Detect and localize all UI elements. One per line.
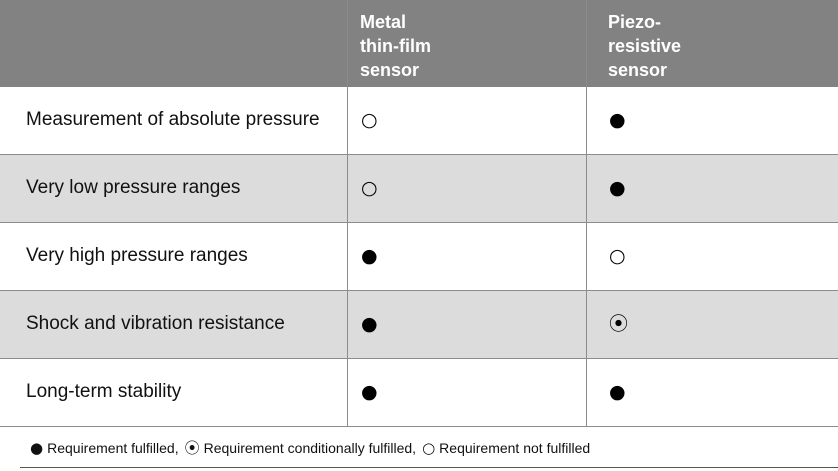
- column-header: Piezo-resistive sensor: [608, 10, 681, 82]
- table-row: Shock and vibration resistance ● ⦿: [0, 291, 838, 359]
- status-symbol: ○: [361, 177, 378, 199]
- legend-label: Requirement conditionally fulfilled,: [203, 440, 417, 456]
- status-symbol: ●: [361, 245, 378, 267]
- status-symbol: ●: [609, 381, 626, 403]
- table-row: Measurement of absolute pressure ○ ●: [0, 87, 838, 155]
- legend: ● Requirement fulfilled, ⦿ Requirement cond…: [30, 437, 596, 458]
- header-line: sensor: [608, 60, 668, 80]
- header-line: sensor: [360, 60, 420, 80]
- row-label: Shock and vibration resistance: [26, 313, 285, 334]
- status-symbol: ●: [609, 177, 626, 199]
- status-symbol: ●: [361, 381, 378, 403]
- column-divider: [347, 0, 348, 427]
- header-line: resistive: [608, 36, 682, 56]
- table-row: Very high pressure ranges ● ○: [0, 223, 838, 291]
- row-label: Very high pressure ranges: [26, 245, 248, 266]
- status-symbol: ●: [609, 109, 626, 131]
- column-divider: [586, 0, 587, 427]
- row-label: Very low pressure ranges: [26, 177, 241, 198]
- row-label: Long-term stability: [26, 381, 182, 402]
- status-symbol: ○: [609, 245, 626, 267]
- table-row: Long-term stability ● ●: [0, 359, 838, 427]
- legend-symbol: ⦿: [184, 439, 200, 457]
- status-symbol: ●: [361, 313, 378, 335]
- table-row: Very low pressure ranges ○ ●: [0, 155, 838, 223]
- bottom-rule: [20, 467, 838, 468]
- legend-symbol: ○: [422, 439, 436, 457]
- status-symbol: ○: [361, 109, 378, 131]
- legend-symbol: ●: [30, 439, 44, 457]
- status-symbol: ⦿: [609, 313, 629, 335]
- header-line: thin-film: [360, 36, 431, 56]
- header-line: Piezo-: [608, 12, 662, 32]
- table-header: Metal thin-film sensor Piezo-resistive senso…: [0, 0, 838, 87]
- column-header: Metal thin-film sensor: [360, 10, 431, 82]
- legend-label: Requirement not fulfilled: [439, 440, 591, 456]
- legend-label: Requirement fulfilled,: [47, 440, 179, 456]
- header-line: Metal: [360, 12, 407, 32]
- row-label: Measurement of absolute pressure: [26, 109, 320, 130]
